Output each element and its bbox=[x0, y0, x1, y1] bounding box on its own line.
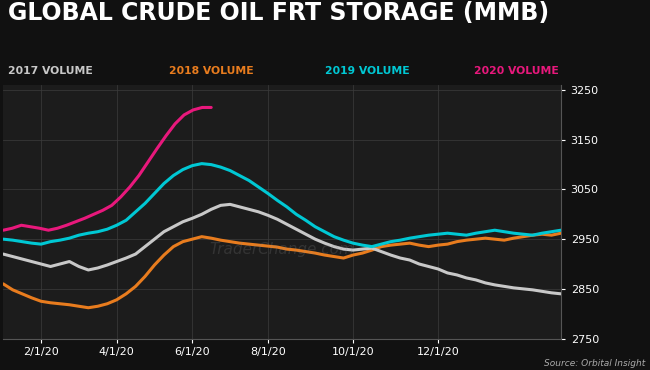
Text: 2018 VOLUME: 2018 VOLUME bbox=[169, 66, 254, 76]
Text: 2020 VOLUME: 2020 VOLUME bbox=[474, 66, 559, 76]
Text: 2019 VOLUME: 2019 VOLUME bbox=[325, 66, 410, 76]
Text: Source: Orbital Insight: Source: Orbital Insight bbox=[543, 359, 645, 368]
Text: TraderChange.com: TraderChange.com bbox=[210, 242, 354, 258]
Text: 2017 VOLUME: 2017 VOLUME bbox=[8, 66, 92, 76]
Text: GLOBAL CRUDE OIL FRT STORAGE (MMB): GLOBAL CRUDE OIL FRT STORAGE (MMB) bbox=[8, 1, 549, 25]
